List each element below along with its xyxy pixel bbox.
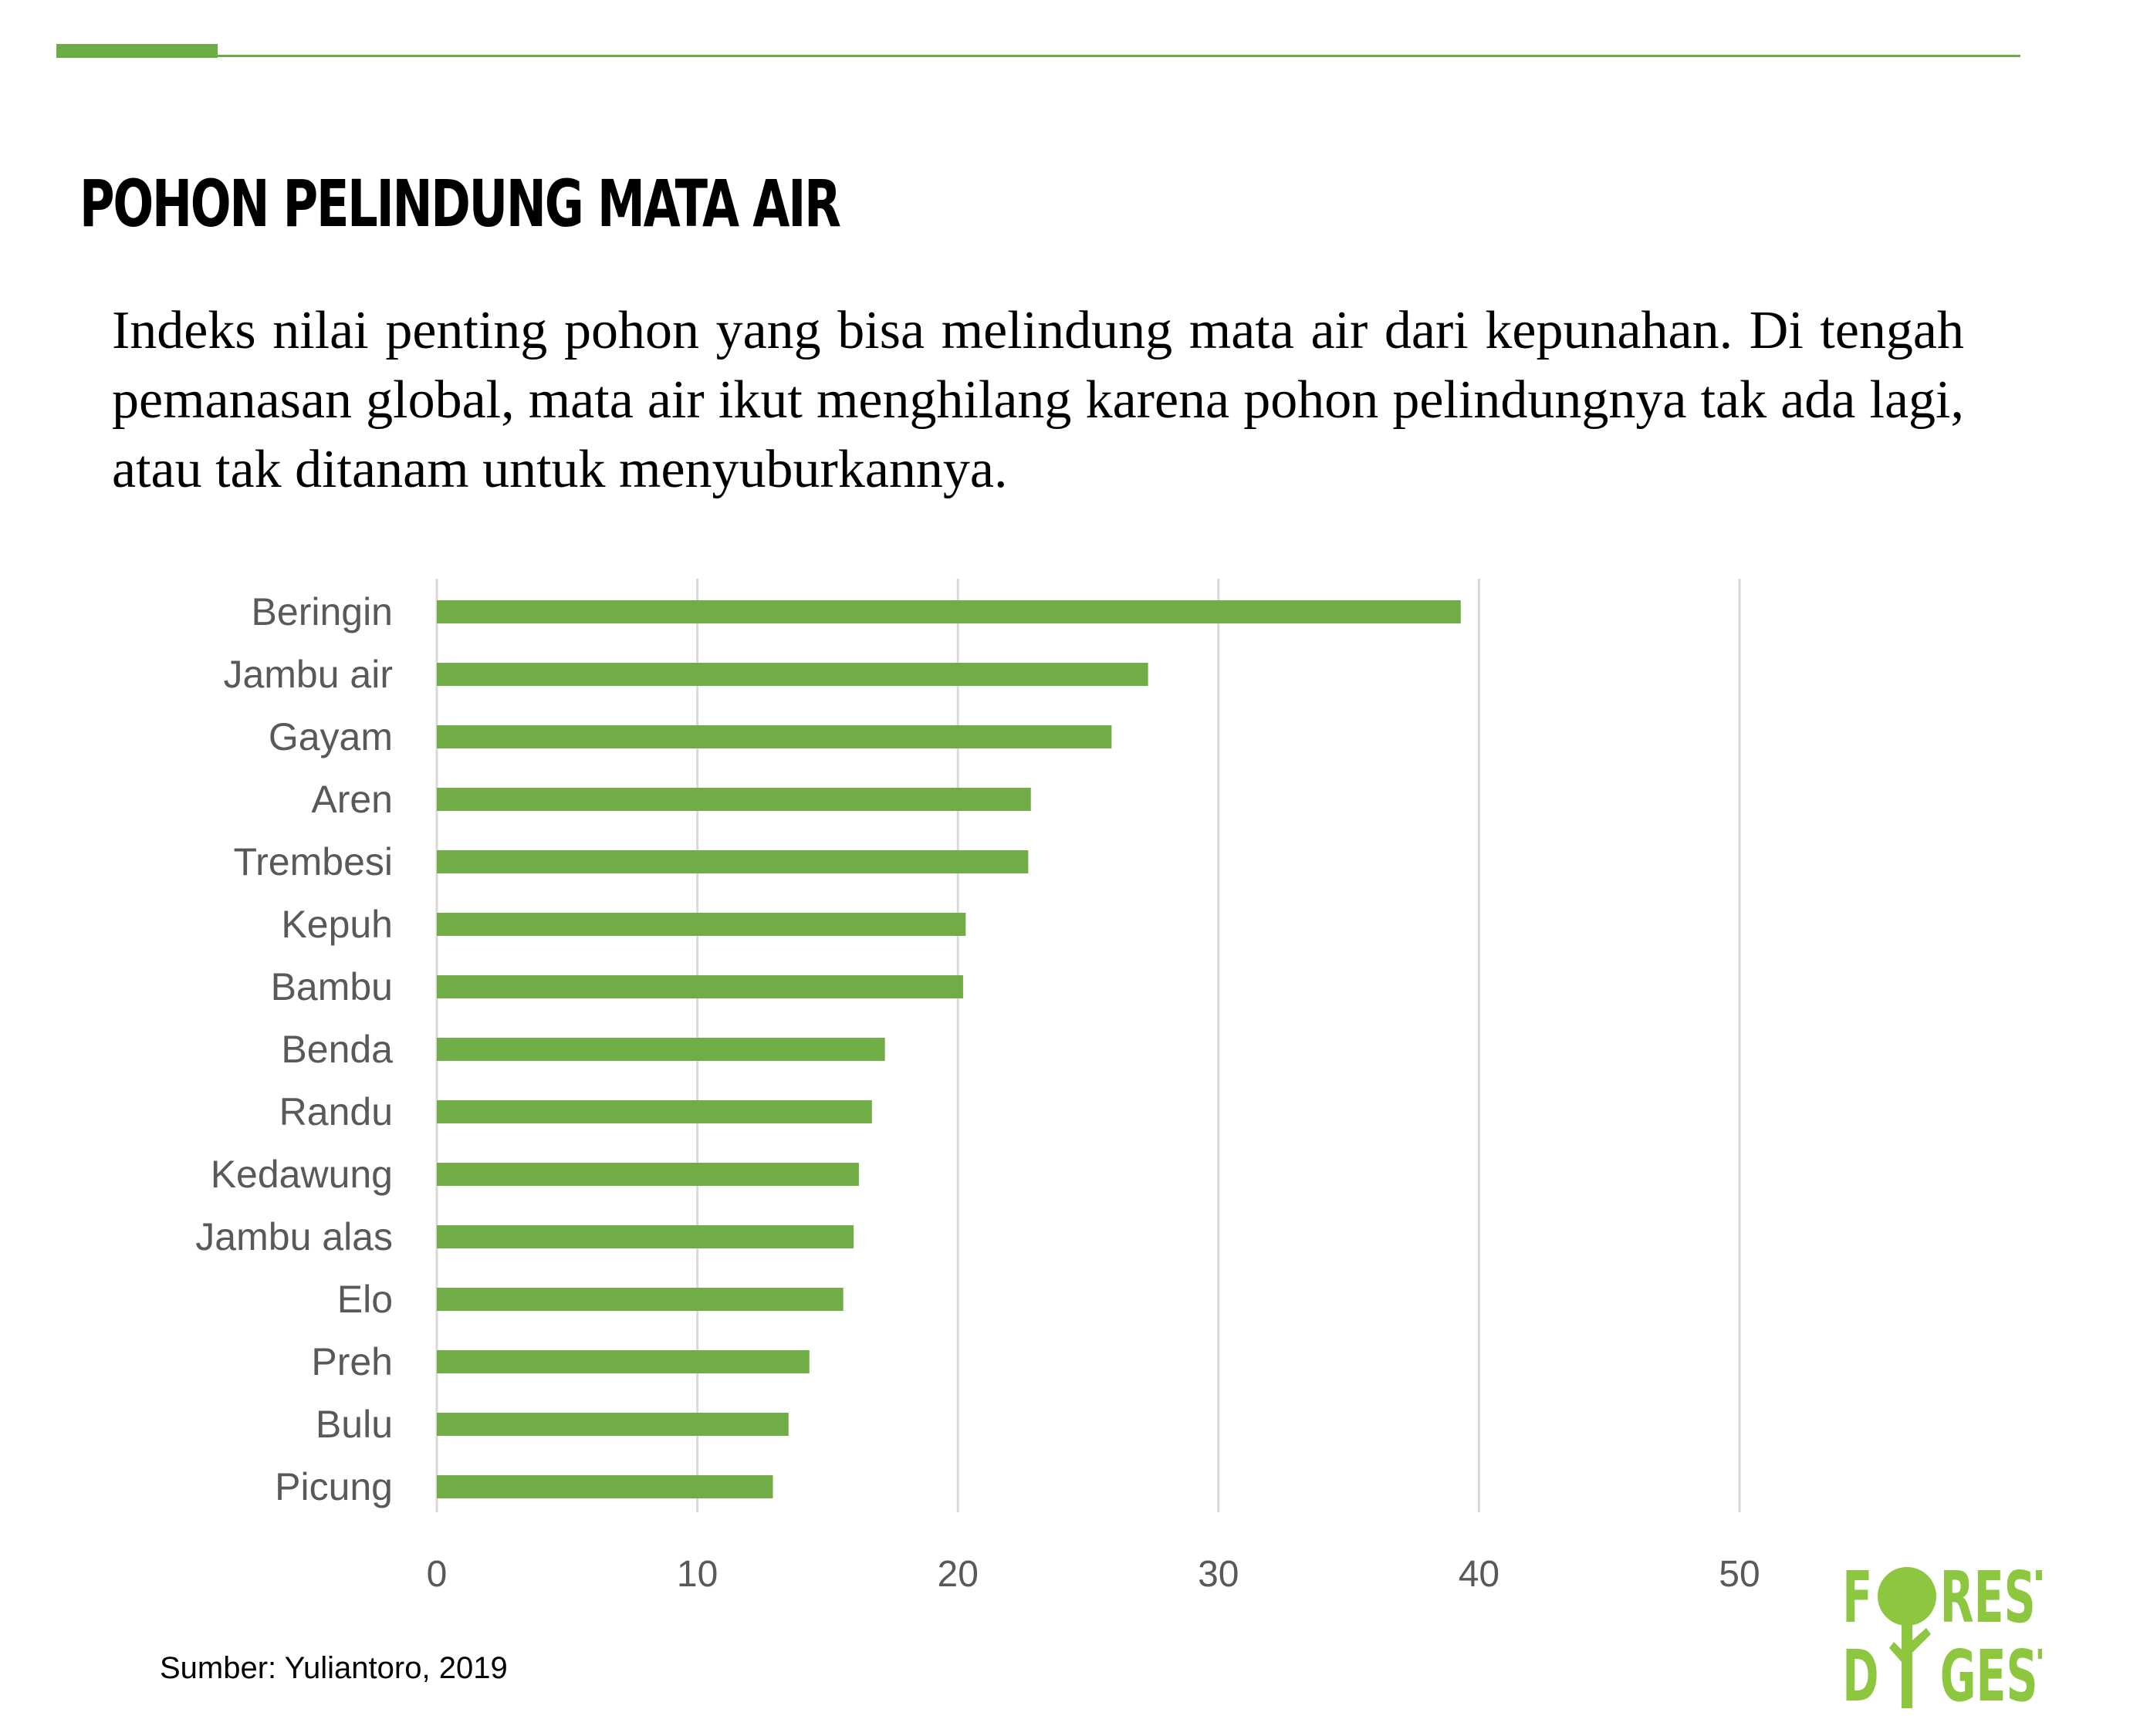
category-label: Aren	[311, 778, 393, 821]
logo-line1-rest: REST	[1940, 1557, 2042, 1640]
bar	[437, 1225, 854, 1248]
page-subtitle: Indeks nilai penting pohon yang bisa mel…	[112, 301, 1964, 499]
category-label: Randu	[279, 1090, 393, 1133]
category-label: Trembesi	[233, 840, 393, 883]
x-tick-label: 30	[1198, 1554, 1239, 1595]
forest-digest-logo: F REST D GEST	[1842, 1557, 2042, 1708]
category-label: Benda	[281, 1028, 393, 1071]
bar	[437, 725, 1112, 748]
category-label: Jambu alas	[195, 1215, 393, 1258]
logo-line1-first: F	[1842, 1557, 1872, 1640]
source-note: Sumber: Yuliantoro, 2019	[160, 1651, 508, 1685]
x-tick-label: 50	[1719, 1554, 1760, 1595]
bar	[437, 850, 1029, 873]
bar	[437, 1163, 859, 1186]
x-tick-label: 40	[1459, 1554, 1499, 1595]
category-label: Preh	[311, 1340, 393, 1383]
category-label: Beringin	[252, 590, 393, 633]
category-label: Gayam	[269, 715, 393, 758]
tree-trunk-icon	[1889, 1616, 1931, 1708]
bar	[437, 913, 966, 936]
x-tick-label: 10	[677, 1554, 718, 1595]
bar	[437, 1350, 810, 1373]
bar	[437, 975, 963, 998]
bar	[437, 1413, 789, 1436]
bar	[437, 788, 1031, 811]
category-label: Bulu	[316, 1403, 393, 1446]
logo-line2-rest: GEST	[1940, 1636, 2042, 1708]
header-accent-bar	[56, 44, 218, 58]
bar	[437, 1038, 885, 1061]
bar	[437, 1475, 773, 1498]
bar	[437, 663, 1148, 686]
x-tick-label: 20	[938, 1554, 979, 1595]
bar	[437, 1100, 872, 1123]
category-label: Kedawung	[211, 1153, 393, 1196]
bar	[437, 600, 1461, 623]
x-tick-label: 0	[427, 1554, 448, 1595]
category-label: Bambu	[271, 965, 393, 1008]
category-label: Jambu air	[223, 653, 393, 696]
tree-icon	[1878, 1567, 1936, 1626]
page-title: POHON PELINDUNG MATA AIR	[79, 166, 841, 241]
category-label: Picung	[275, 1465, 393, 1508]
logo-line2-first: D	[1842, 1636, 1878, 1708]
bar	[437, 1288, 844, 1311]
category-label: Kepuh	[281, 903, 393, 946]
category-label: Elo	[337, 1278, 393, 1321]
header-rule	[218, 55, 2020, 57]
